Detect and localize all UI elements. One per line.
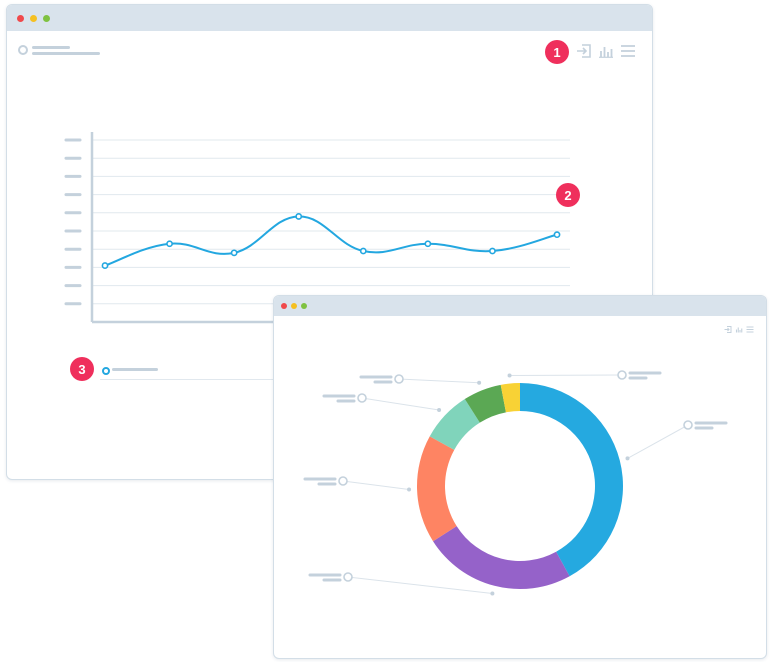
bar-chart-icon[interactable] (598, 44, 614, 58)
donut-slice (429, 399, 480, 450)
data-point (489, 247, 496, 255)
donut-window-titlebar (274, 296, 766, 316)
callout-leader (398, 378, 480, 384)
header-circle-icon (18, 45, 28, 55)
donut-slice (464, 384, 506, 423)
data-point (230, 249, 238, 257)
line-window-titlebar (7, 5, 652, 31)
legend-marker-icon (102, 367, 110, 375)
callout-marker (617, 370, 627, 380)
callout-anchor (407, 487, 412, 492)
donut-slice (417, 436, 457, 542)
donut-slice (500, 383, 520, 413)
callout-anchor (490, 591, 495, 596)
data-point (101, 262, 109, 269)
menu-icon[interactable] (620, 44, 636, 58)
data-point (424, 240, 432, 248)
callout-marker (357, 393, 367, 403)
minimize-dot[interactable] (291, 303, 297, 309)
callout-leader (361, 397, 440, 411)
callout-anchor (477, 380, 482, 385)
callout-leader (342, 480, 410, 490)
callout-marker (338, 476, 348, 486)
close-dot[interactable] (281, 303, 287, 309)
callout-marker (343, 572, 353, 582)
bar-chart-icon[interactable] (735, 326, 743, 333)
legend-label-placeholder (112, 368, 158, 371)
close-dot[interactable] (17, 15, 24, 22)
minimize-dot[interactable] (30, 15, 37, 22)
data-point (295, 213, 303, 220)
callout-anchor (507, 373, 512, 378)
callout-badge-2: 2 (556, 183, 580, 207)
callout-badge-1: 1 (545, 40, 569, 64)
header-subtitle-placeholder (32, 52, 100, 55)
callout-anchor (437, 408, 442, 413)
data-point (553, 231, 561, 239)
data-point (166, 240, 173, 248)
login-icon[interactable] (724, 326, 732, 333)
donut-slice (520, 383, 623, 577)
callout-leader (627, 424, 689, 459)
menu-icon[interactable] (746, 326, 754, 333)
legend-divider (100, 379, 280, 380)
callout-marker (683, 420, 693, 430)
data-point (359, 247, 367, 255)
series-line (104, 215, 558, 267)
header-title-placeholder (32, 46, 70, 49)
maximize-dot[interactable] (301, 303, 307, 309)
callout-marker (394, 374, 404, 384)
donut-slice (433, 526, 570, 589)
callout-anchor (625, 456, 630, 461)
login-icon[interactable] (576, 44, 592, 58)
donut-chart-window (273, 295, 767, 659)
callout-badge-3: 3 (70, 357, 94, 381)
callout-leader (347, 576, 493, 595)
maximize-dot[interactable] (43, 15, 50, 22)
